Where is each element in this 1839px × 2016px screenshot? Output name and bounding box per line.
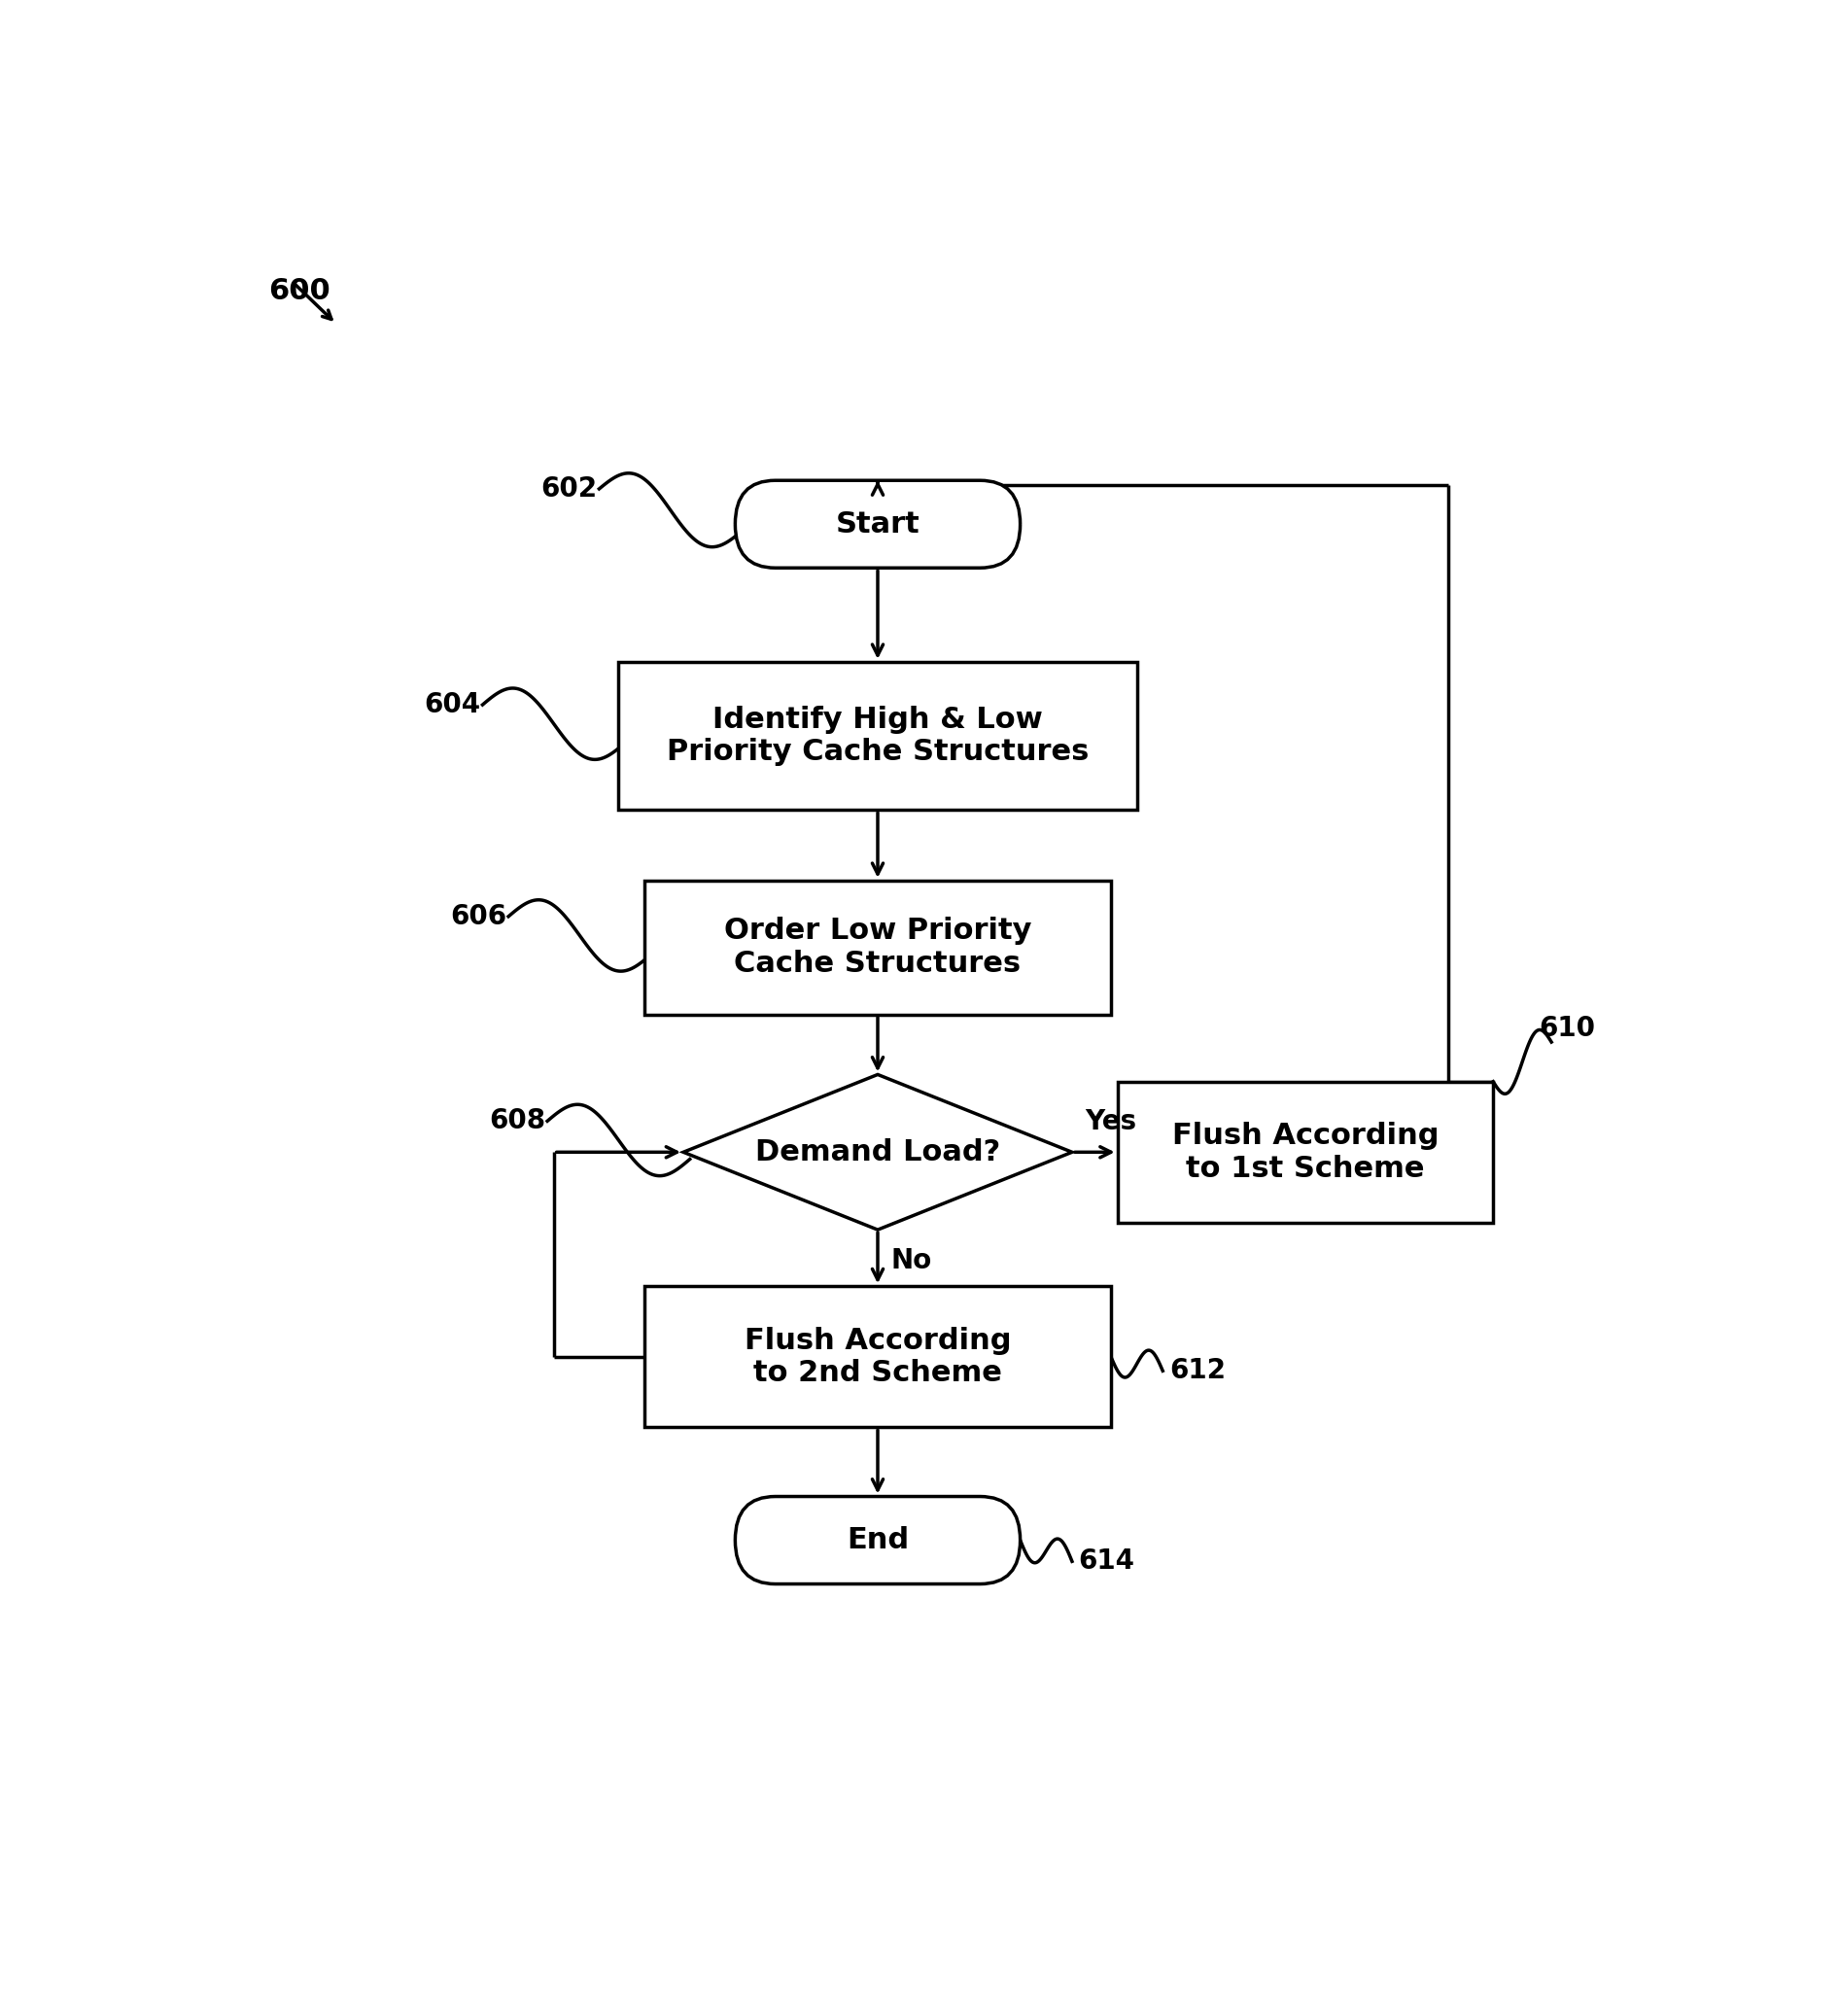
Polygon shape [684, 1075, 1072, 1230]
Bar [618, 661, 1137, 810]
FancyBboxPatch shape [736, 1496, 1021, 1585]
Text: Flush According
to 2nd Scheme: Flush According to 2nd Scheme [745, 1327, 1011, 1387]
Text: 602: 602 [541, 476, 598, 502]
Bar [644, 881, 1111, 1014]
Text: 600: 600 [268, 276, 331, 304]
Text: 612: 612 [1170, 1357, 1225, 1385]
Text: 608: 608 [489, 1107, 546, 1135]
FancyBboxPatch shape [736, 480, 1021, 569]
Text: 606: 606 [451, 903, 506, 929]
Text: Demand Load?: Demand Load? [756, 1139, 1000, 1165]
Text: Flush According
to 1st Scheme: Flush According to 1st Scheme [1171, 1121, 1438, 1183]
Text: No: No [890, 1246, 932, 1274]
Text: Start: Start [835, 510, 920, 538]
Text: 604: 604 [425, 691, 480, 718]
Text: Identify High & Low
Priority Cache Structures: Identify High & Low Priority Cache Struc… [666, 706, 1089, 766]
Bar [644, 1286, 1111, 1427]
Text: End: End [846, 1526, 908, 1554]
Text: 614: 614 [1078, 1548, 1135, 1574]
Bar [1118, 1081, 1493, 1222]
Text: 610: 610 [1539, 1014, 1594, 1042]
Text: Order Low Priority
Cache Structures: Order Low Priority Cache Structures [725, 917, 1032, 978]
Text: Yes: Yes [1085, 1109, 1137, 1135]
